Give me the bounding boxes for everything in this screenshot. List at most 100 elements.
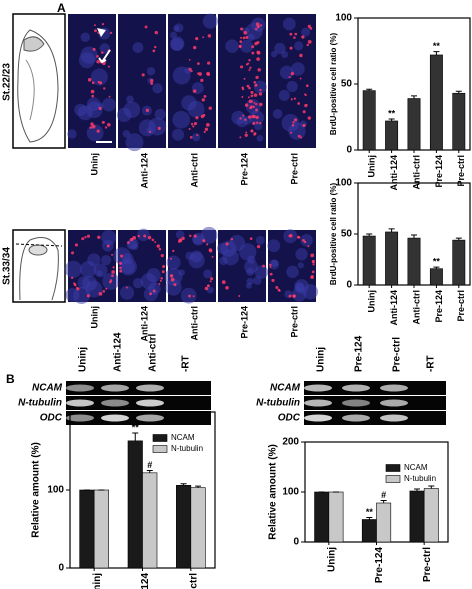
bar [423, 488, 439, 543]
brdu-texture [90, 89, 95, 94]
lane-label: -RT [426, 355, 437, 372]
gel-band [101, 399, 129, 407]
brdu-texture [241, 95, 244, 98]
brdu-texture [195, 36, 199, 41]
brdu-texture [221, 280, 226, 285]
bar [190, 487, 206, 569]
y-tick-label: 50 [341, 79, 353, 90]
bar [176, 485, 192, 569]
nucleus-texture [286, 265, 299, 279]
nucleus-texture [138, 119, 156, 137]
nucleus-texture [301, 27, 311, 37]
brdu-texture [119, 266, 122, 270]
brdu-texture [225, 242, 229, 246]
nucleus-texture [225, 39, 239, 53]
gel-band [342, 414, 370, 422]
legend-swatch [152, 434, 168, 442]
nucleus-texture [281, 51, 289, 58]
brdu-texture [154, 45, 157, 49]
brdu-texture [111, 270, 116, 274]
brdu-texture [253, 80, 257, 84]
nucleus-texture [154, 108, 166, 120]
brdu-texture [312, 263, 315, 266]
legend-label: NCAM [171, 433, 195, 442]
nucleus-texture [200, 226, 218, 244]
brdu-texture [249, 66, 252, 69]
image-label: Anti-124 [139, 153, 149, 189]
brdu-texture [102, 290, 106, 293]
gel-band [136, 399, 164, 407]
nucleus-texture [137, 228, 150, 242]
brdu-texture [253, 93, 258, 97]
brdu-texture [242, 36, 246, 40]
brdu-texture [74, 284, 77, 287]
brdu-texture [240, 65, 244, 69]
brdu-texture [196, 62, 200, 66]
legend-swatch [152, 445, 168, 453]
brdu-texture [93, 24, 96, 27]
x-tick-label: Anti-124 [140, 573, 151, 589]
significance: # [147, 460, 152, 470]
brdu-texture [210, 277, 214, 281]
nucleus-texture [295, 248, 308, 261]
embryo-sketch [12, 229, 66, 303]
brdu-texture [238, 295, 241, 297]
error-bar [366, 233, 373, 237]
brdu-texture [89, 126, 93, 129]
x-tick-label: Uninj [367, 290, 377, 313]
brdu-texture [246, 84, 250, 88]
y-tick-label: 0 [346, 145, 352, 156]
x-tick-label: Pre-ctrl [422, 547, 433, 582]
brdu-texture [111, 253, 114, 256]
image-label: Pre-ctrl [289, 306, 299, 338]
error-bar [388, 228, 395, 232]
brdu-texture [152, 289, 156, 293]
brdu-texture [158, 247, 162, 251]
significance: ** [366, 507, 374, 517]
brdu-texture [305, 84, 309, 88]
brdu-texture [255, 108, 258, 112]
nucleus-texture [300, 234, 313, 247]
brdu-texture [290, 98, 293, 101]
brdu-texture [269, 266, 272, 268]
nucleus-texture [202, 13, 218, 29]
brdu-texture [149, 79, 154, 83]
nucleus-texture [203, 269, 213, 279]
legend-label: NCAM [404, 463, 428, 472]
gene-label: N-tubulin [256, 398, 300, 409]
nucleus-texture [65, 287, 80, 302]
brdu-texture [192, 295, 195, 298]
brdu-texture [292, 294, 296, 298]
brdu-texture [269, 263, 272, 267]
error-bar [132, 432, 139, 441]
nucleus-texture [85, 280, 103, 298]
x-tick-label: Pre-ctrl [456, 155, 466, 187]
brdu-texture [239, 136, 242, 139]
y-tick-label: 100 [47, 485, 64, 496]
brdu-texture [245, 131, 248, 134]
gel-band [66, 384, 94, 392]
brdu-texture [154, 30, 159, 35]
gel-band [380, 399, 408, 407]
brdu-texture [258, 92, 263, 96]
brdu-texture [204, 286, 209, 291]
brdu-texture [200, 78, 204, 83]
brdu-texture [107, 123, 111, 127]
brdu-texture [161, 270, 165, 274]
brdu-texture [249, 106, 253, 110]
brdu-texture [244, 118, 247, 121]
brdu-texture [73, 282, 76, 285]
brdu-texture [148, 130, 152, 133]
stage-label: St.22/23 [2, 63, 13, 101]
brdu-texture [156, 244, 161, 248]
brdu-texture [149, 292, 152, 296]
brdu-texture [193, 234, 197, 238]
nucleus-texture [190, 250, 203, 263]
bar [409, 490, 425, 543]
brdu-texture [250, 90, 254, 94]
brdu-texture [170, 257, 173, 260]
brdu-texture [208, 248, 213, 252]
lane-label: Anti-124 [113, 332, 124, 372]
brdu-texture [297, 134, 301, 138]
